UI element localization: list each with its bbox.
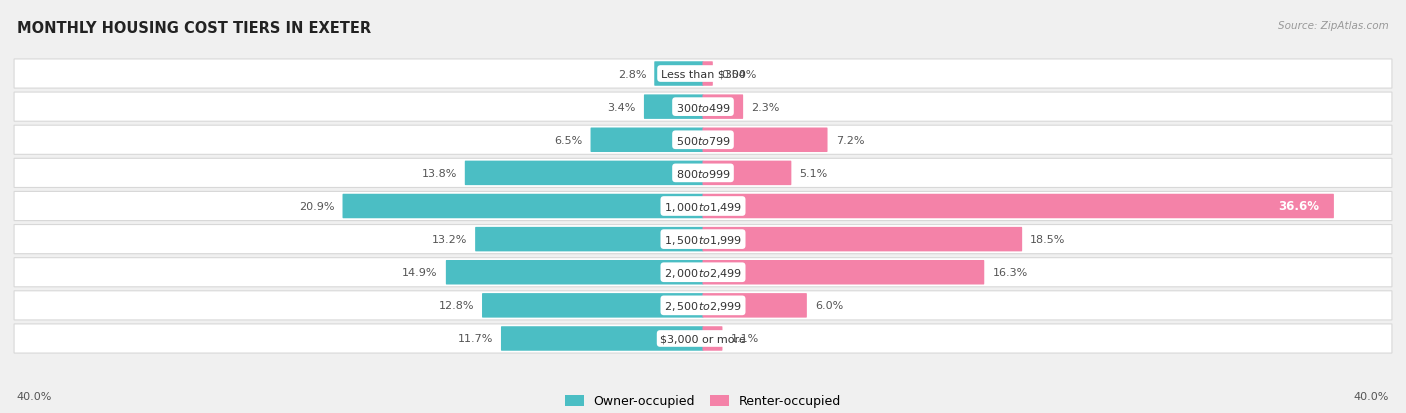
FancyBboxPatch shape: [703, 194, 1334, 219]
Text: Less than $300: Less than $300: [661, 69, 745, 79]
Text: 1.1%: 1.1%: [731, 334, 759, 344]
Text: $2,500 to $2,999: $2,500 to $2,999: [664, 299, 742, 312]
Text: 6.5%: 6.5%: [554, 135, 582, 145]
Text: $2,000 to $2,499: $2,000 to $2,499: [664, 266, 742, 279]
Text: 40.0%: 40.0%: [1354, 391, 1389, 401]
FancyBboxPatch shape: [14, 60, 1392, 89]
FancyBboxPatch shape: [703, 128, 828, 153]
FancyBboxPatch shape: [475, 227, 703, 252]
FancyBboxPatch shape: [654, 62, 703, 87]
FancyBboxPatch shape: [644, 95, 703, 120]
FancyBboxPatch shape: [703, 260, 984, 285]
FancyBboxPatch shape: [703, 62, 713, 87]
Text: $1,500 to $1,999: $1,500 to $1,999: [664, 233, 742, 246]
FancyBboxPatch shape: [14, 126, 1392, 155]
Text: 36.6%: 36.6%: [1278, 200, 1320, 213]
Text: 3.4%: 3.4%: [607, 102, 636, 112]
Text: 11.7%: 11.7%: [457, 334, 494, 344]
FancyBboxPatch shape: [343, 194, 703, 219]
Text: 13.8%: 13.8%: [422, 169, 457, 178]
Text: 40.0%: 40.0%: [17, 391, 52, 401]
Text: 0.54%: 0.54%: [721, 69, 756, 79]
Text: 7.2%: 7.2%: [835, 135, 865, 145]
Text: $500 to $799: $500 to $799: [675, 135, 731, 146]
FancyBboxPatch shape: [14, 192, 1392, 221]
Text: 14.9%: 14.9%: [402, 268, 437, 278]
Text: 2.3%: 2.3%: [751, 102, 779, 112]
FancyBboxPatch shape: [703, 293, 807, 318]
FancyBboxPatch shape: [446, 260, 703, 285]
FancyBboxPatch shape: [703, 326, 723, 351]
Text: 5.1%: 5.1%: [800, 169, 828, 178]
Text: 18.5%: 18.5%: [1031, 235, 1066, 244]
FancyBboxPatch shape: [14, 225, 1392, 254]
FancyBboxPatch shape: [14, 324, 1392, 353]
Text: 20.9%: 20.9%: [299, 202, 335, 211]
Text: 2.8%: 2.8%: [617, 69, 647, 79]
Text: Source: ZipAtlas.com: Source: ZipAtlas.com: [1278, 21, 1389, 31]
Text: $300 to $499: $300 to $499: [675, 102, 731, 113]
FancyBboxPatch shape: [591, 128, 703, 153]
FancyBboxPatch shape: [14, 159, 1392, 188]
FancyBboxPatch shape: [14, 291, 1392, 320]
FancyBboxPatch shape: [703, 95, 744, 120]
Text: $3,000 or more: $3,000 or more: [661, 334, 745, 344]
Text: 12.8%: 12.8%: [439, 301, 474, 311]
Text: 6.0%: 6.0%: [815, 301, 844, 311]
Text: MONTHLY HOUSING COST TIERS IN EXETER: MONTHLY HOUSING COST TIERS IN EXETER: [17, 21, 371, 36]
FancyBboxPatch shape: [703, 227, 1022, 252]
FancyBboxPatch shape: [482, 293, 703, 318]
Text: $800 to $999: $800 to $999: [675, 168, 731, 179]
FancyBboxPatch shape: [14, 93, 1392, 122]
FancyBboxPatch shape: [703, 161, 792, 186]
Text: 13.2%: 13.2%: [432, 235, 467, 244]
FancyBboxPatch shape: [14, 258, 1392, 287]
Legend: Owner-occupied, Renter-occupied: Owner-occupied, Renter-occupied: [565, 394, 841, 408]
FancyBboxPatch shape: [465, 161, 703, 186]
Text: 16.3%: 16.3%: [993, 268, 1028, 278]
Text: $1,000 to $1,499: $1,000 to $1,499: [664, 200, 742, 213]
FancyBboxPatch shape: [501, 326, 703, 351]
